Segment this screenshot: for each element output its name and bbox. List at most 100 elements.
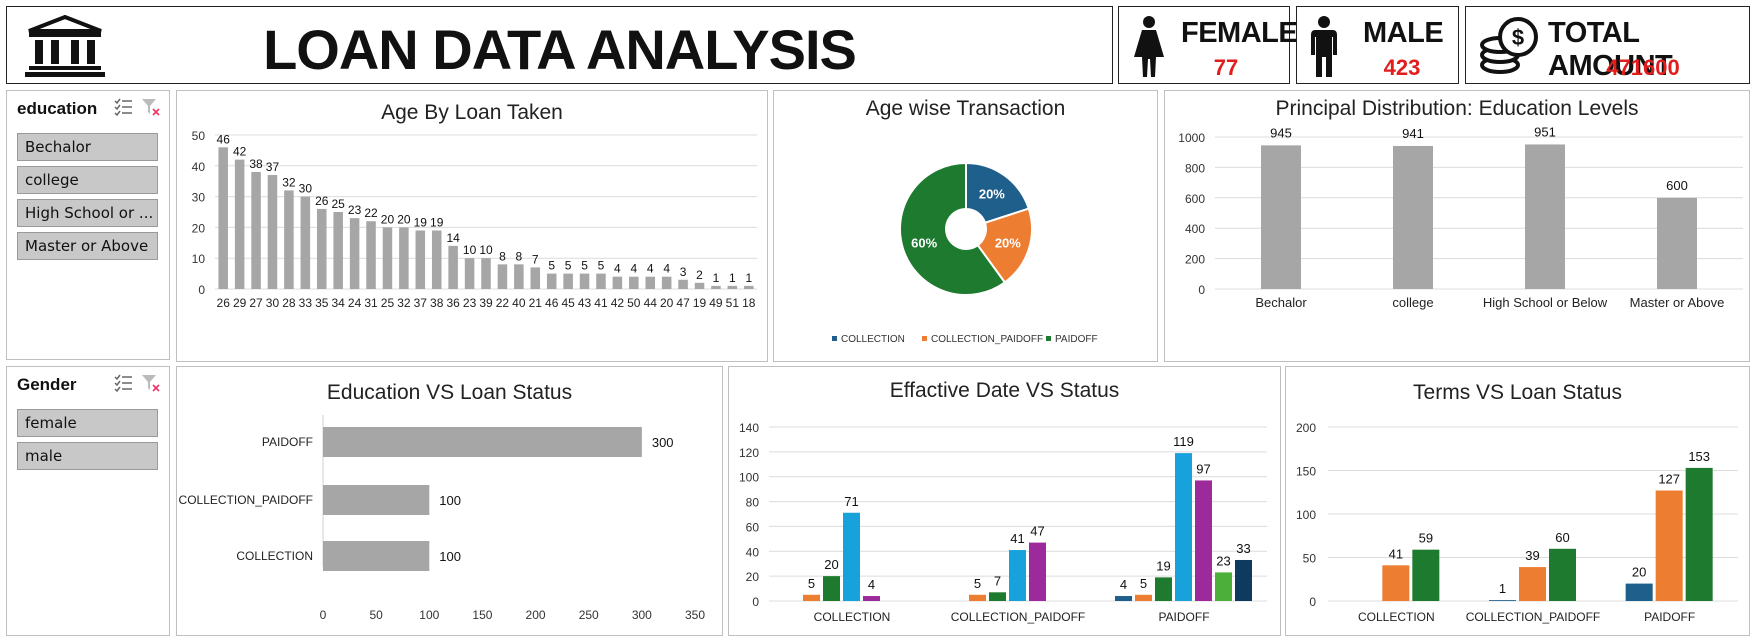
x-tick-label: 300	[632, 608, 652, 622]
bar	[1412, 549, 1440, 601]
y-tick-label: 20	[746, 570, 760, 584]
y-tick-label: 50	[1303, 552, 1317, 566]
bar	[1195, 480, 1212, 601]
data-label: 119	[1173, 434, 1194, 449]
x-tick-label: 150	[472, 608, 492, 622]
bar	[1625, 583, 1653, 601]
data-label: 600	[1666, 178, 1688, 193]
bar	[645, 276, 656, 289]
data-label: 33	[1236, 541, 1250, 556]
data-label: 41	[1389, 546, 1403, 561]
data-label: 5	[808, 576, 815, 591]
x-tick-label: 33	[299, 296, 313, 310]
slicer-education-item[interactable]: High School or ...	[17, 199, 158, 227]
pie-slice	[965, 161, 1031, 225]
x-tick-label: PAIDOFF	[1158, 610, 1209, 624]
data-label: 1	[713, 271, 720, 285]
bar	[464, 258, 475, 289]
data-label: 5	[565, 259, 572, 273]
x-tick-label: 41	[594, 296, 608, 310]
legend-label: PAIDOFF	[1055, 334, 1098, 345]
bar	[1393, 145, 1433, 289]
bar	[316, 208, 327, 289]
data-label: 5	[974, 576, 981, 591]
slicer-gender-header: Gender	[17, 375, 77, 394]
y-tick-label: 40	[746, 545, 760, 559]
data-label: 60%	[911, 236, 937, 251]
x-tick-label: 21	[529, 296, 543, 310]
chart-age-wise-transaction[interactable]: Age wise Transaction 20% 20% 60% COLLECTION…	[773, 90, 1158, 362]
bar	[563, 273, 573, 289]
slicer-gender-item[interactable]: female	[17, 409, 158, 437]
bar	[1657, 197, 1697, 289]
data-label: 20%	[995, 236, 1021, 251]
slicer-education-item[interactable]: Bechalor	[17, 133, 158, 161]
multi-select-icon[interactable]	[113, 97, 133, 122]
data-label: 4	[630, 262, 637, 276]
slicer-education-header: education	[17, 99, 98, 118]
chart-title: Principal Distribution: Education Levels	[1275, 97, 1639, 120]
x-tick-label: 51	[726, 296, 740, 310]
chart-title: Effactive Date VS Status	[889, 379, 1120, 402]
y-tick-label: 800	[1185, 161, 1205, 175]
data-label: 4	[647, 262, 654, 276]
chart-education-vs-loan-status-plot: 0 50 100 150 200 250 300 350 300 PAIDOFF 100 COLLEC…	[179, 415, 705, 622]
x-tick-label: 50	[627, 296, 641, 310]
x-tick-label: 47	[676, 296, 690, 310]
slicer-gender-item[interactable]: male	[17, 442, 158, 470]
chart-education-vs-loan-status[interactable]: Education VS Loan Status 0 50 100 150 200 250…	[176, 366, 723, 636]
x-tick-label: High School or Below	[1483, 295, 1608, 310]
chart-principal-distribution[interactable]: Principal Distribution: Education Levels…	[1164, 90, 1750, 362]
bank-building-icon	[25, 14, 105, 82]
y-tick-label: 200	[1296, 421, 1316, 435]
bar	[530, 267, 541, 289]
page-title: LOAN DATA ANALYSIS	[263, 18, 857, 81]
bar	[694, 282, 705, 289]
bar	[333, 212, 343, 289]
x-tick-label: 28	[282, 296, 296, 310]
data-label: 941	[1402, 126, 1424, 141]
kpi-total-value: 471600	[1606, 55, 1680, 80]
chart-title: Education VS Loan Status	[326, 381, 573, 404]
data-label: 20%	[979, 186, 1005, 201]
data-label: 23	[348, 203, 362, 217]
bar	[323, 541, 430, 571]
legend-label: COLLECTION	[841, 334, 905, 345]
bar	[323, 485, 430, 515]
clear-filter-icon[interactable]	[141, 97, 161, 122]
bar	[234, 159, 245, 289]
x-tick-label: 100	[419, 608, 439, 622]
data-label: 4	[1120, 577, 1127, 592]
y-tick-label: 100	[739, 471, 759, 485]
data-label: 39	[1525, 548, 1539, 563]
legend-label: COLLECTION_PAIDOFF	[931, 334, 1043, 345]
slicer-education-item[interactable]: Master or Above	[17, 232, 158, 260]
bar	[366, 221, 376, 289]
x-tick-label: 37	[414, 296, 428, 310]
multi-select-icon[interactable]	[113, 373, 133, 398]
y-tick-label: 1000	[1178, 131, 1205, 145]
data-label: 59	[1419, 531, 1433, 546]
data-label: 1	[1499, 581, 1506, 596]
chart-effective-date-vs-status[interactable]: Effactive Date VS Status 0 20 40 60 80 100 120…	[728, 366, 1281, 636]
coins-icon: $	[1478, 15, 1540, 82]
bar	[1685, 467, 1713, 601]
data-label: 7	[994, 573, 1001, 588]
chart-terms-vs-loan-status[interactable]: Terms VS Loan Status 0 50 100 150 200 41 59 COL…	[1285, 366, 1750, 636]
svg-text:$: $	[1512, 25, 1524, 50]
clear-filter-icon[interactable]	[141, 373, 161, 398]
x-tick-label: 45	[561, 296, 575, 310]
data-label: 30	[299, 182, 313, 196]
y-tick-label: COLLECTION_PAIDOFF	[179, 493, 313, 507]
y-tick-label: 0	[1198, 283, 1205, 297]
slicer-education-item[interactable]: college	[17, 166, 158, 194]
data-label: 46	[217, 132, 231, 146]
data-label: 4	[663, 262, 670, 276]
bar	[497, 264, 508, 289]
data-label: 25	[332, 197, 346, 211]
chart-age-by-loan[interactable]: Age By Loan Taken 0 10 20 30 40 50 46 26 42 29 38 2…	[176, 90, 768, 362]
bar	[727, 285, 738, 289]
bar	[803, 594, 820, 601]
data-label: 2	[696, 268, 703, 282]
x-tick-label: COLLECTION	[814, 610, 891, 624]
